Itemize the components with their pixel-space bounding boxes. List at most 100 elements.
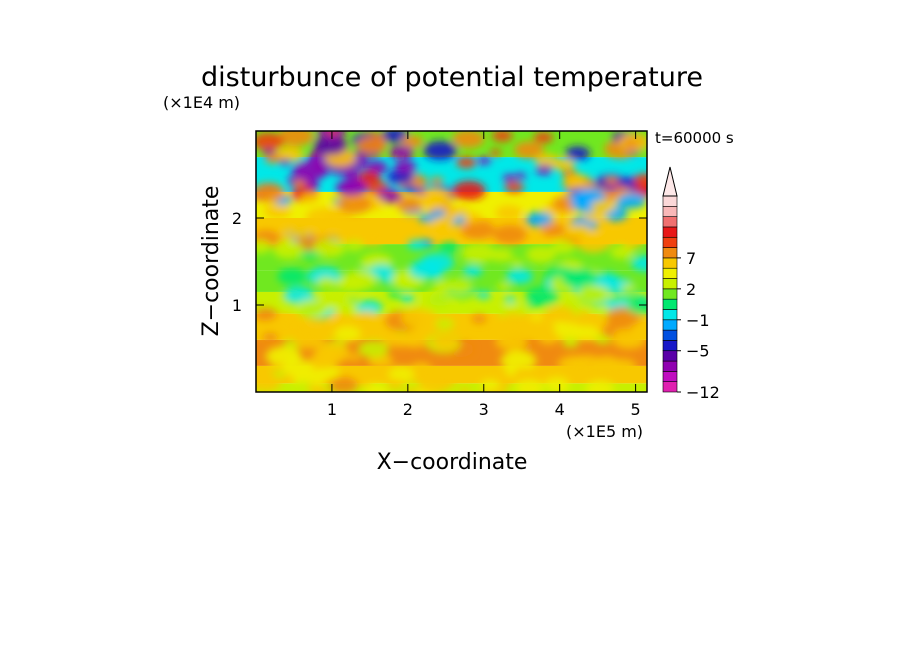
- contour-cell: [328, 376, 359, 392]
- plot-area: [256, 131, 647, 392]
- contour-cell: [563, 173, 588, 187]
- contour-cell: [431, 209, 446, 218]
- contour-cell: [292, 180, 306, 188]
- contour-cell: [435, 318, 455, 330]
- contour-cell: [590, 199, 615, 214]
- contour-cell: [423, 141, 457, 161]
- colorbar-label: 7: [686, 249, 696, 268]
- contour-cell: [565, 224, 592, 240]
- contour-cell: [500, 350, 537, 372]
- contour-cell: [510, 259, 523, 266]
- contour-cell: [403, 185, 417, 193]
- contour-cell: [386, 379, 404, 390]
- contour-cell: [283, 286, 315, 305]
- contour-cell: [536, 372, 550, 380]
- contour-cell: [495, 331, 529, 351]
- x-tick-label: 4: [555, 400, 565, 419]
- contour-cell: [394, 160, 417, 174]
- contour-cell: [618, 192, 647, 209]
- contour-cell: [461, 220, 495, 240]
- contour-cell: [388, 366, 415, 382]
- contour-cell: [604, 176, 619, 185]
- contour-cell: [627, 298, 647, 315]
- contour-cell: [428, 270, 443, 279]
- contour-cell: [541, 223, 566, 237]
- contour-cell: [316, 345, 341, 360]
- contour-cell: [533, 131, 554, 144]
- contour-cell: [601, 234, 618, 244]
- y-axis: 12: [232, 209, 647, 315]
- contour-cell: [278, 131, 314, 147]
- colorbar-box: [662, 371, 678, 382]
- contour-cell: [525, 245, 557, 263]
- contour-cell: [389, 145, 414, 160]
- colorbar-label: 2: [686, 280, 696, 299]
- x-tick-label: 2: [403, 400, 413, 419]
- contour-cell: [277, 239, 296, 251]
- colorbar-box: [662, 360, 678, 372]
- contour-cell: [335, 179, 364, 196]
- contour-cell: [624, 140, 638, 148]
- contour-cell: [282, 358, 315, 378]
- contour-cell: [557, 355, 589, 374]
- contour-cell: [604, 194, 617, 202]
- contour-cell: [565, 146, 591, 161]
- contour-cell: [497, 375, 514, 385]
- x-tick-label: 1: [327, 400, 337, 419]
- contour-cell: [452, 131, 485, 149]
- contour-cell: [613, 328, 637, 343]
- contour-cell: [418, 213, 436, 223]
- contour-cell: [471, 314, 487, 324]
- contour-cell: [430, 177, 444, 185]
- contour-cell: [552, 320, 567, 329]
- contour-cell: [400, 307, 437, 329]
- contour-cell: [534, 153, 560, 169]
- contour-cell: [446, 278, 473, 294]
- contour-cell: [256, 373, 282, 392]
- contour-cell: [256, 307, 278, 321]
- colorbar-extend-triangle: [662, 166, 678, 197]
- contour-cell: [442, 208, 461, 219]
- contour-cell: [562, 337, 580, 348]
- contour-cell: [264, 153, 283, 164]
- contour-cell: [492, 224, 527, 245]
- contour-cell: [514, 172, 527, 180]
- contour-cell: [610, 245, 635, 259]
- contour-cell: [331, 311, 358, 327]
- colorbar-box: [662, 319, 678, 331]
- colorbar-box: [662, 340, 678, 352]
- contour-cell: [262, 332, 279, 342]
- contour-cell: [510, 322, 527, 331]
- contour-cell: [358, 230, 385, 246]
- contour-cell: [496, 282, 511, 291]
- y-tick-label: 2: [232, 209, 242, 228]
- contour-cell: [307, 384, 319, 392]
- contour-cell: [461, 243, 496, 263]
- contour-cell: [337, 301, 362, 316]
- colorbar-box: [662, 206, 678, 217]
- contour-cell: [305, 207, 342, 228]
- contour-cell: [313, 238, 346, 258]
- contour-cell: [504, 296, 517, 303]
- contour-cell: [596, 272, 619, 286]
- contour-cell: [279, 158, 292, 166]
- contour-cell: [456, 156, 477, 169]
- contour-cell: [504, 181, 525, 193]
- contour-cell: [400, 135, 424, 148]
- contour-cell: [356, 170, 381, 185]
- contour-cell: [301, 193, 319, 204]
- contour-cell: [526, 299, 543, 309]
- contour-cell: [549, 382, 569, 392]
- contour-cell: [256, 240, 272, 254]
- y-unit-label: (×1E4 m): [163, 93, 240, 112]
- colorbar-box: [662, 236, 678, 248]
- colorbar-label: −5: [686, 342, 710, 361]
- colorbar-box: [662, 288, 678, 300]
- contour-cell: [275, 146, 304, 163]
- contour-cell: [480, 379, 500, 391]
- contour-cell: [363, 383, 389, 392]
- contour-cell: [348, 354, 361, 361]
- contour-cell: [277, 267, 307, 285]
- contour-cell: [574, 325, 600, 341]
- contour-cell: [561, 268, 596, 289]
